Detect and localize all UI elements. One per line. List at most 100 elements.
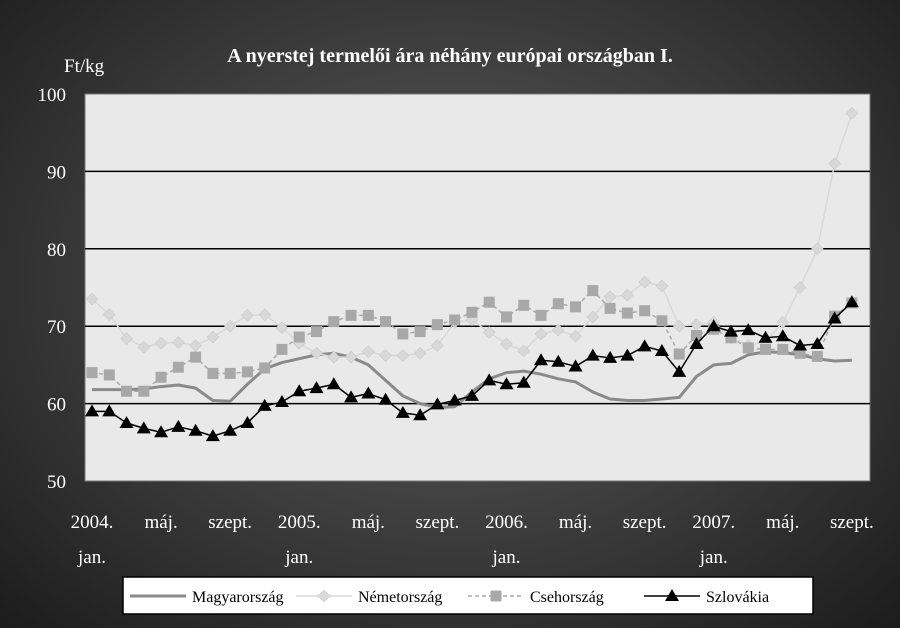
data-point [361,345,375,359]
x-tick-label: szept. [623,512,667,533]
data-point [760,343,772,355]
data-point [621,307,633,319]
data-point [311,326,323,338]
x-tick-label: máj. [352,512,385,533]
y-tick-label: 70 [47,317,66,338]
data-point [224,367,236,379]
x-tick-label: 2004. [71,512,114,533]
x-tick-label: máj. [766,512,799,533]
data-point [810,242,824,256]
data-point [516,375,531,388]
data-point [241,309,254,322]
data-point [500,311,512,323]
data-point [706,319,721,332]
y-axis-label: Ft/kg [64,56,105,77]
data-point [672,319,686,333]
legend-marker [665,589,679,601]
data-point [136,421,151,434]
x-tick-sublabel: jan. [699,547,728,568]
data-point [257,398,272,411]
data-point [742,342,754,354]
data-point [673,348,685,360]
legend-item: Szlovákia [644,589,769,606]
data-point [309,381,324,394]
data-point [188,423,203,436]
data-point [259,362,271,374]
data-point [793,338,808,351]
x-tick-labels: 2004. jan. máj. szept. 2005. jan. máj. szept. 20… [71,512,874,568]
data-point [604,302,616,314]
x-tick-label: szept. [208,512,252,533]
data-point [119,415,134,428]
data-point [154,425,169,438]
data-point [570,301,582,313]
data-point [534,353,549,366]
data-point [86,367,98,379]
data-point [534,327,548,341]
data-point [413,408,428,421]
data-point [310,346,323,360]
data-point [828,157,841,171]
data-point [328,316,340,328]
data-point [741,323,756,336]
data-point [240,415,255,428]
y-tick-labels: 50 60 70 80 90 100 [38,85,67,493]
data-point [672,364,687,377]
data-point [449,314,461,326]
data-point [102,404,117,417]
data-point [380,316,392,328]
data-point [483,296,495,308]
data-point [482,373,497,386]
data-point [344,390,359,403]
data-point [723,324,738,337]
legend-item: Csehország [468,589,604,606]
data-point [362,309,374,321]
y-tick-label: 50 [47,472,66,493]
data-point [103,369,115,381]
data-point [568,359,583,372]
plot-area [84,93,871,482]
series-group [85,106,859,442]
legend-item: Németország [296,589,442,606]
data-point [758,330,773,343]
data-point [207,367,219,379]
data-point [155,371,167,383]
data-point [431,319,443,331]
data-point [535,309,547,321]
data-point [361,386,376,399]
series-szlov-kia [85,295,859,442]
x-tick-label: máj. [559,512,592,533]
data-point [551,323,565,337]
data-point [379,349,392,362]
data-point [397,328,409,340]
y-tick-label: 90 [47,162,66,183]
data-point [603,350,618,363]
data-point [276,343,288,355]
data-point [776,315,790,329]
data-point [690,329,702,341]
data-point [413,346,427,360]
data-point [845,106,859,120]
data-point [293,331,305,343]
data-point [85,404,99,417]
data-point [430,397,445,410]
data-point [395,405,410,418]
data-point [793,281,807,294]
data-point [378,392,393,405]
data-point [205,429,220,442]
data-point [241,366,253,378]
data-point [585,348,600,361]
x-tick-sublabel: jan. [284,547,313,568]
data-point [517,344,531,358]
data-point [206,330,220,344]
x-tick-sublabel: jan. [77,547,106,568]
data-point [689,337,704,350]
data-point [777,343,789,355]
data-point [344,350,358,364]
data-point [844,295,859,308]
data-point [811,350,823,362]
data-point [171,336,185,349]
data-point [587,285,599,297]
x-tick-label: 2006. [485,512,528,533]
